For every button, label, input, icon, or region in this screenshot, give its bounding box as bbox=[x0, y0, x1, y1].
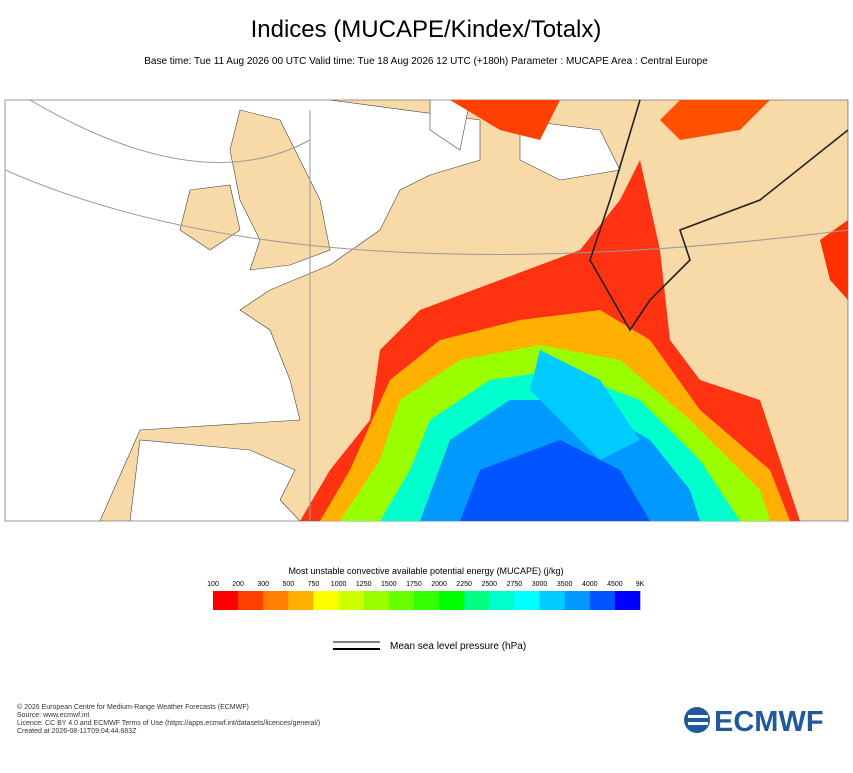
colorbar-swatch bbox=[464, 591, 490, 610]
colorbar-tick-label: 100 bbox=[207, 581, 219, 588]
title: Indices (MUCAPE/Kindex/Totalx) bbox=[251, 16, 602, 43]
colorbar-swatch bbox=[589, 591, 616, 610]
colorbar-swatch bbox=[263, 591, 289, 610]
colorbar-tick-label: 1500 bbox=[381, 581, 397, 588]
colorbar-swatch bbox=[388, 591, 415, 610]
sea-baltic bbox=[519, 119, 621, 181]
logo-text: ECMWF bbox=[714, 706, 824, 738]
colorbar-tick-label: 300 bbox=[257, 581, 269, 588]
colorbar-tick-label: 1750 bbox=[406, 581, 422, 588]
footer-line: © 2026 European Centre for Medium-Range … bbox=[17, 703, 249, 711]
colorbar-swatch bbox=[413, 591, 440, 610]
colorbar-swatch bbox=[313, 591, 339, 610]
colorbar-tick-label: 750 bbox=[308, 581, 320, 588]
colorbar-swatch bbox=[338, 591, 365, 610]
colorbar-tick-label: 2500 bbox=[482, 581, 498, 588]
colorbar-tick-label: 3500 bbox=[557, 581, 573, 588]
colorbar-swatch bbox=[489, 591, 515, 610]
colorbar-tick-label: 4500 bbox=[607, 581, 623, 588]
colorbar-swatch bbox=[439, 591, 465, 610]
colorbar-tick-label: 200 bbox=[232, 581, 244, 588]
colorbar-swatch bbox=[363, 591, 390, 610]
map bbox=[4, 99, 849, 522]
colorbar-tick-label: 1000 bbox=[331, 581, 347, 588]
colorbar-title: Most unstable convective available poten… bbox=[288, 566, 563, 576]
colorbar-swatch bbox=[288, 591, 314, 610]
footer-line: Source: www.ecmwf.int bbox=[17, 712, 89, 719]
colorbar-tick-label: 500 bbox=[283, 581, 295, 588]
land-britain bbox=[229, 109, 331, 271]
footer-line: Licence: CC BY 4.0 and ECMWF Terms of Us… bbox=[17, 720, 320, 727]
line-legend-label: Mean sea level pressure (hPa) bbox=[390, 641, 526, 652]
colorbar-swatch bbox=[614, 591, 641, 610]
colorbar-tick-label: 9K bbox=[636, 581, 645, 588]
logo: ECMWF bbox=[684, 706, 824, 738]
cape-field bbox=[300, 100, 848, 521]
colorbar-tick-label: 4000 bbox=[582, 581, 598, 588]
colorbar-tick-label: 3000 bbox=[532, 581, 548, 588]
colorbar-swatch bbox=[564, 591, 591, 610]
colorbar-swatch bbox=[539, 591, 565, 610]
subtitle: Base time: Tue 11 Aug 2026 00 UTC Valid … bbox=[144, 56, 708, 67]
colorbar-tick-label: 2250 bbox=[456, 581, 472, 588]
colorbar: Most unstable convective available poten… bbox=[207, 566, 645, 610]
colorbar-tick-label: 2750 bbox=[507, 581, 523, 588]
colorbar-swatch bbox=[213, 591, 239, 610]
colorbar-tick-label: 1250 bbox=[356, 581, 372, 588]
colorbar-tick-label: 2000 bbox=[431, 581, 447, 588]
sea-north bbox=[429, 100, 471, 151]
colorbar-swatch bbox=[514, 591, 540, 610]
footer: © 2026 European Centre for Medium-Range … bbox=[17, 703, 320, 735]
isobars bbox=[5, 100, 848, 521]
line-legend: Mean sea level pressure (hPa) bbox=[333, 641, 526, 652]
footer-line: Created at 2026-08-11T09:04:44.683Z bbox=[17, 728, 137, 735]
colorbar-swatch bbox=[238, 591, 264, 610]
